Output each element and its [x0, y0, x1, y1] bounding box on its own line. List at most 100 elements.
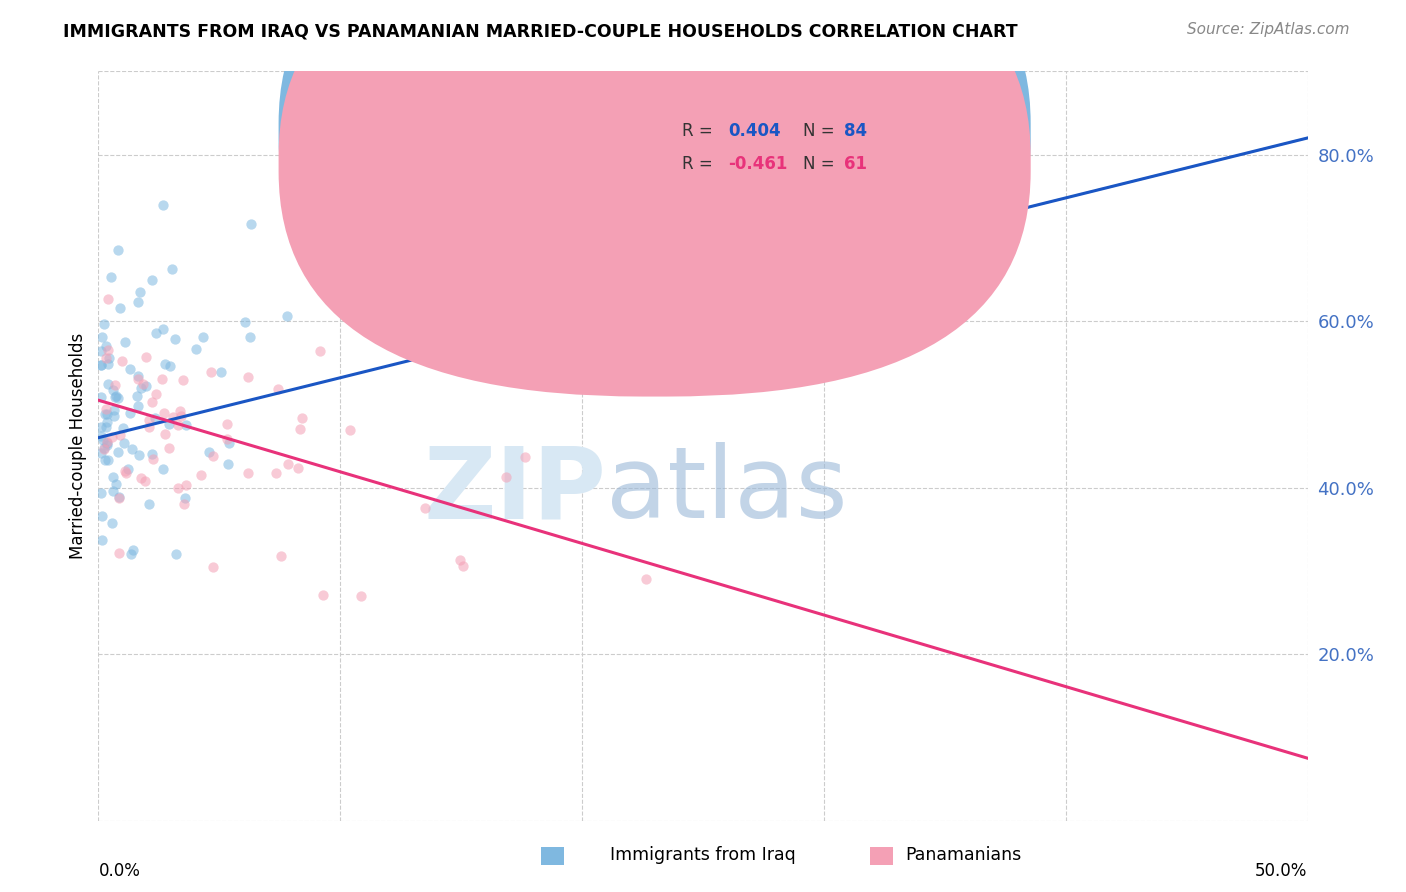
Point	[94, 407, 117, 421]
Point	[127, 369, 149, 384]
Point	[103, 383, 125, 397]
Point	[100, 269, 122, 284]
Point	[114, 334, 136, 349]
Point	[107, 445, 129, 459]
Point	[190, 467, 212, 482]
Point	[96, 435, 118, 450]
Point	[170, 409, 193, 424]
Point	[160, 261, 183, 276]
Point	[121, 442, 143, 456]
Point	[141, 447, 163, 461]
Point	[94, 401, 117, 416]
Point	[90, 429, 112, 443]
Point	[159, 359, 181, 373]
Point	[107, 546, 129, 560]
Point	[127, 399, 149, 413]
Point	[96, 407, 118, 421]
Point	[217, 432, 239, 446]
Point	[104, 390, 127, 404]
Point	[118, 362, 141, 376]
Text: 0.0%: 0.0%	[98, 862, 141, 880]
Point	[449, 553, 471, 567]
Point	[312, 588, 335, 602]
Point	[97, 292, 120, 306]
Point	[239, 217, 262, 231]
Point	[134, 474, 156, 488]
Point	[111, 354, 134, 368]
Point	[157, 441, 180, 455]
Point	[264, 466, 287, 480]
Point	[96, 434, 118, 449]
Point	[97, 351, 120, 365]
Point	[101, 516, 124, 530]
Point	[174, 418, 197, 433]
Point	[108, 428, 131, 442]
Point	[155, 357, 177, 371]
Point	[238, 370, 260, 384]
Text: 61: 61	[845, 154, 868, 172]
Point	[97, 377, 120, 392]
Point	[131, 376, 153, 391]
Point	[152, 462, 174, 476]
Point	[120, 547, 142, 561]
Point	[152, 198, 174, 212]
Point	[162, 409, 184, 424]
Point	[636, 572, 658, 586]
Point	[152, 322, 174, 336]
Point	[91, 330, 114, 344]
Point	[218, 435, 240, 450]
Point	[287, 460, 309, 475]
Point	[135, 379, 157, 393]
Point	[97, 452, 120, 467]
FancyBboxPatch shape	[278, 0, 1031, 364]
Point	[143, 411, 166, 425]
Point	[150, 372, 173, 386]
Point	[153, 427, 176, 442]
Point	[90, 533, 112, 547]
Point	[267, 382, 290, 396]
Point	[167, 481, 190, 495]
Text: atlas: atlas	[606, 442, 848, 540]
Point	[350, 590, 373, 604]
Point	[174, 491, 197, 505]
Point	[217, 417, 239, 432]
Point	[157, 417, 180, 431]
Point	[128, 285, 150, 299]
Point	[93, 441, 115, 455]
Point	[90, 446, 112, 460]
Point	[94, 453, 117, 467]
Point	[103, 470, 125, 484]
Point	[291, 411, 314, 425]
Point	[93, 318, 115, 332]
Text: 50.0%: 50.0%	[1256, 862, 1308, 880]
Point	[90, 508, 112, 523]
Point	[108, 301, 131, 316]
Point	[515, 450, 537, 465]
Point	[201, 560, 224, 574]
Point	[94, 351, 117, 365]
Text: Immigrants from Iraq: Immigrants from Iraq	[610, 846, 796, 863]
Point	[173, 497, 195, 511]
FancyBboxPatch shape	[278, 0, 1031, 397]
Point	[138, 412, 160, 426]
Text: 84: 84	[845, 122, 868, 140]
Point	[90, 419, 112, 434]
Point	[217, 457, 239, 471]
Point	[129, 471, 152, 485]
Point	[200, 366, 222, 380]
Text: -0.461: -0.461	[728, 154, 787, 172]
Point	[169, 404, 191, 418]
Point	[453, 559, 475, 574]
Point	[104, 377, 127, 392]
Point	[127, 294, 149, 309]
Text: R =: R =	[682, 122, 718, 140]
Point	[127, 372, 149, 386]
Point	[93, 442, 115, 456]
Point	[145, 387, 167, 401]
Text: N =: N =	[803, 154, 841, 172]
Point	[339, 423, 361, 437]
Point	[90, 344, 112, 359]
Point	[270, 549, 292, 563]
Point	[96, 438, 118, 452]
Point	[108, 491, 131, 505]
